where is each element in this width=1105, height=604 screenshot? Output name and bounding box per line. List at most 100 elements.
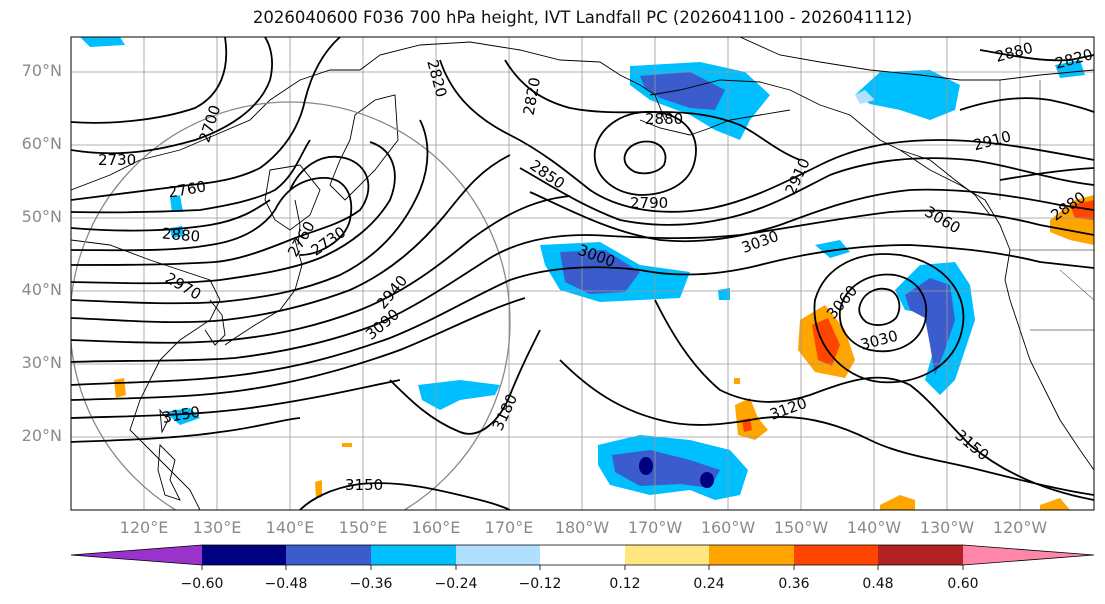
ivt-pos-south1 [880, 495, 915, 510]
coast-aleutians [639, 109, 791, 136]
ivt-blob-central-core [560, 250, 640, 294]
lon-label: 130°W [919, 518, 975, 537]
lon-label: 130°E [192, 518, 242, 537]
contour-2820-upper [504, 59, 801, 161]
colorbar-tick-label: 0.48 [862, 576, 894, 592]
lon-label: 140°E [265, 518, 315, 537]
ivt-pos-wp4 [734, 378, 740, 384]
colorbar-bin-9 [878, 545, 963, 565]
ivt-blob-yukon [855, 70, 960, 120]
ivt-blob-lower [418, 380, 500, 410]
contour-3000 [71, 195, 571, 344]
lat-label: 70°N [21, 61, 62, 80]
contour-2880-ne [999, 167, 1094, 181]
coast-siberia [71, 41, 666, 191]
contour-2700 [71, 37, 228, 124]
colorbar-bin-4 [456, 545, 540, 565]
contour-3000-low [858, 287, 901, 326]
lon-label: 170°E [484, 518, 534, 537]
colorbar-tick-label: −0.12 [518, 576, 562, 592]
contour-3060-mid [639, 244, 1094, 276]
ivt-blob-bering-core [640, 72, 725, 110]
colorbar [70, 544, 1095, 570]
contour-3120-left [71, 379, 401, 419]
contour-2730 [71, 37, 273, 155]
ivt-shading [80, 37, 1094, 510]
colorbar-extend-high [963, 545, 1094, 565]
lon-label: 170°W [627, 518, 683, 537]
ivt-blob-ne-pac-core [905, 278, 955, 375]
contour-2790-left [71, 139, 311, 214]
coast-sakhalin [294, 199, 301, 246]
lon-label: 140°W [846, 518, 902, 537]
ivt-blob-edge [1055, 60, 1085, 78]
coast-alaska [649, 79, 1011, 281]
graticule [71, 37, 1094, 510]
contour-3030-left [71, 234, 611, 363]
ivt-blob-alaska [80, 37, 125, 47]
ivt-pos-coast-core [1070, 200, 1094, 220]
ivt-blob-south-max1 [639, 457, 653, 475]
map-area [71, 37, 1094, 510]
lon-label: 160°W [700, 518, 756, 537]
ivt-blob-yukon-light [855, 90, 875, 104]
colorbar-tick-label: 0.60 [947, 576, 979, 592]
lat-label: 60°N [21, 134, 62, 153]
colorbar-tick-label: 0.12 [609, 576, 641, 592]
colorbar-tick-label: −0.48 [264, 576, 308, 592]
contour-2760 [71, 37, 341, 201]
coast-kamchatka [329, 94, 399, 201]
height-contours [71, 37, 1094, 510]
contour-2760-low [623, 140, 667, 175]
colorbar-bin-2 [286, 545, 371, 565]
ivt-pos-wp [114, 378, 126, 398]
lon-label: 150°E [338, 518, 388, 537]
coast-asia-east [71, 239, 221, 510]
lon-label: 180°W [554, 518, 610, 537]
ivt-pos-south2 [1040, 498, 1070, 510]
contour-2820-left [71, 199, 271, 232]
colorbar-tick-label: −0.36 [349, 576, 393, 592]
lat-label: 40°N [21, 280, 62, 299]
colorbar-bin-7 [709, 545, 794, 565]
map-frame [70, 36, 1095, 511]
colorbar-tick-label: 0.36 [778, 576, 810, 592]
coast-alaska-north [739, 37, 1094, 81]
contour-2940-left [71, 119, 429, 305]
ivt-blob-wp2 [170, 195, 183, 212]
ivt-blob-wp1 [165, 408, 200, 425]
ivt-pos-wp2 [315, 480, 322, 498]
ivt-blob-ne-pac-small [815, 240, 850, 258]
colorbar-bin-1 [202, 545, 286, 565]
coast-bc [1004, 279, 1094, 471]
contour-2880-left [71, 155, 370, 266]
contour-2790-low [593, 111, 697, 196]
contour-3030-low [838, 273, 928, 353]
contour-3060-low [813, 253, 965, 384]
figure-title: 2026040600 F036 700 hPa height, IVT Land… [252, 8, 913, 27]
lon-label: 150°W [773, 518, 829, 537]
colorbar-bin-6 [625, 545, 709, 565]
contour-2880-mid [519, 157, 1094, 226]
colorbar-tick-label: −0.60 [180, 576, 224, 592]
contour-3150-south-east [559, 359, 1094, 496]
ivt-blob-south-core [612, 450, 720, 488]
contour-3150-left [71, 417, 301, 443]
lon-label: 160°E [411, 518, 461, 537]
coast-korea [204, 299, 226, 346]
colorbar-bin-8 [794, 545, 878, 565]
coast-philippines [157, 443, 181, 501]
colorbar-tick-label: 0.24 [693, 576, 725, 592]
contour-2910-left [71, 141, 396, 285]
ivt-blob-south-max2 [700, 472, 714, 488]
contour-2910-ne [959, 97, 1094, 113]
lon-label: 120°W [992, 518, 1048, 537]
contour-2850-mid [439, 59, 1094, 213]
contour-3180 [389, 329, 541, 435]
contour-2970 [71, 154, 511, 324]
colorbar-bin-5 [540, 545, 625, 565]
lat-label: 50°N [21, 207, 62, 226]
contour-2910-mid [529, 188, 1094, 243]
contour-3120-south [654, 299, 1094, 501]
